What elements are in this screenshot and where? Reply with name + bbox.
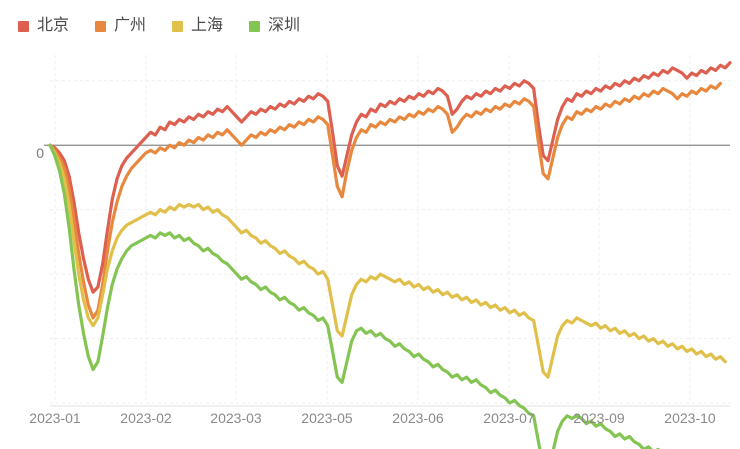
legend-swatch-shenzhen — [249, 20, 261, 32]
chart-legend: 北京 广州 上海 深圳 — [18, 16, 300, 36]
y-tick-text: 0 — [36, 145, 44, 162]
legend-item-beijing[interactable]: 北京 — [18, 18, 69, 34]
legend-item-guangzhou[interactable]: 广州 — [95, 18, 146, 34]
legend-swatch-beijing — [18, 20, 29, 32]
x-tick-label: 2023-05 — [301, 410, 353, 426]
legend-item-shanghai[interactable]: 上海 — [172, 18, 223, 34]
legend-item-shenzhen[interactable]: 深圳 — [249, 18, 300, 34]
x-tick-label: 2023-01 — [29, 410, 81, 426]
series-line-guangzhou — [48, 81, 723, 320]
series-line-shenzhen — [48, 143, 660, 449]
legend-label-beijing: 北京 — [37, 17, 70, 34]
x-tick-label: 2023-02 — [120, 410, 172, 426]
series-line-beijing — [48, 61, 732, 294]
legend-label-shenzhen: 深圳 — [268, 17, 301, 34]
x-tick-label: 2023-10 — [664, 410, 716, 426]
legend-label-shanghai: 上海 — [191, 17, 224, 34]
legend-swatch-shanghai — [172, 20, 184, 32]
legend-swatch-guangzhou — [95, 20, 107, 32]
x-tick-label: 2023-03 — [210, 410, 262, 426]
legend-label-guangzhou: 广州 — [114, 17, 147, 34]
x-tick-label: 2023-09 — [573, 410, 625, 426]
series-line-shanghai — [48, 143, 727, 379]
x-tick-label: 2023-07 — [483, 410, 535, 426]
x-tick-label: 2023-06 — [392, 410, 444, 426]
